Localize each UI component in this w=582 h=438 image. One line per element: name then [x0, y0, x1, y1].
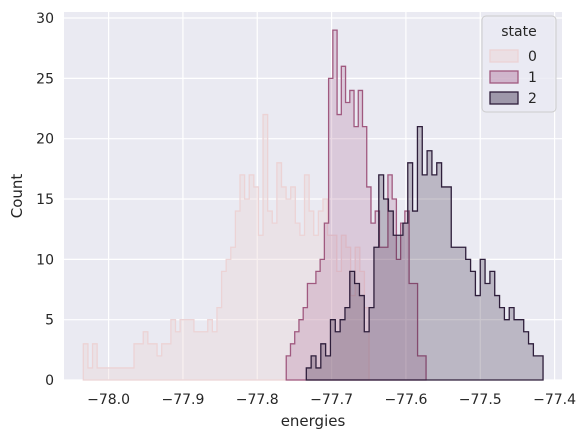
x-axis: −78.0 −77.9 −77.8 −77.7 −77.6 −77.5 −77.4	[87, 392, 576, 408]
plot-area	[64, 12, 562, 380]
histogram-series-1	[285, 29, 427, 381]
legend-swatch-0	[489, 49, 519, 63]
y-tick-label: 20	[36, 132, 54, 148]
y-axis-label: Count	[8, 174, 26, 219]
histogram-series-0	[82, 113, 370, 381]
legend-frame	[481, 15, 557, 113]
y-tick-label: 10	[36, 252, 54, 268]
y-axis: 0 5 10 15 20 25 30	[36, 11, 54, 389]
x-tick-label: −78.0	[87, 392, 130, 408]
x-tick-label: −77.9	[161, 392, 204, 408]
histogram-series	[82, 29, 544, 381]
x-tick-label: −77.7	[310, 392, 353, 408]
x-axis-label: energies	[281, 412, 346, 430]
y-tick-label: 15	[36, 192, 54, 208]
legend-label-1: 1	[528, 70, 537, 86]
x-tick-label: −77.8	[236, 392, 279, 408]
histogram-series-2	[305, 125, 544, 381]
x-tick-label: −77.6	[384, 392, 427, 408]
y-tick-label: 30	[36, 11, 54, 27]
legend-title: state	[501, 24, 536, 40]
legend-swatch-1	[489, 70, 519, 84]
legend-label-2: 2	[528, 91, 537, 107]
y-tick-label: 0	[45, 373, 54, 389]
y-tick-label: 25	[36, 71, 54, 87]
x-tick-label: −77.5	[459, 392, 502, 408]
y-tick-label: 5	[45, 313, 54, 329]
legend: state 0 1 2	[481, 15, 557, 113]
legend-label-0: 0	[528, 49, 537, 65]
x-tick-label: −77.4	[533, 392, 576, 408]
legend-swatch-2	[489, 91, 519, 105]
